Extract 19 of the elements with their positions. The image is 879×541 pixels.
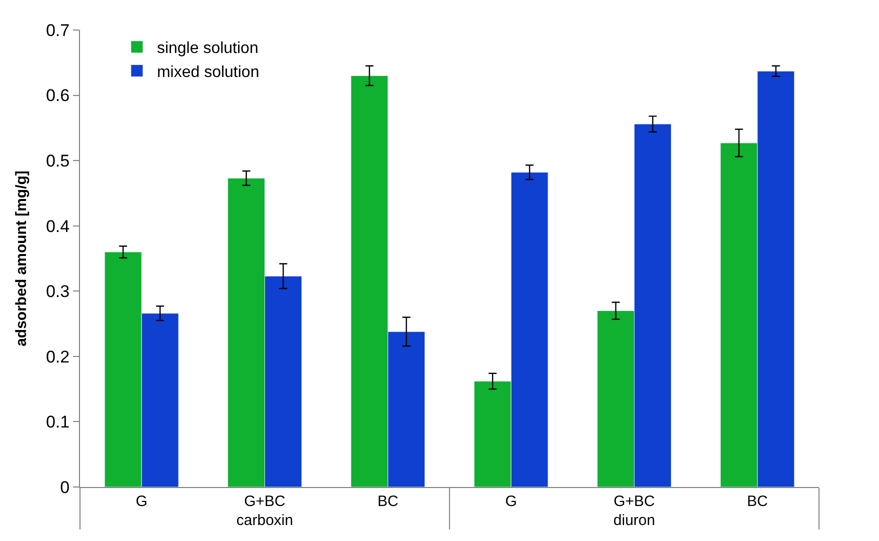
- y-tick-label: 0.5: [46, 152, 70, 171]
- y-tick-label: 0.4: [46, 216, 70, 236]
- x-tick-label: BC: [378, 493, 399, 510]
- y-tick-label: 0.6: [46, 86, 70, 106]
- y-tick-label: 0.1: [46, 412, 70, 432]
- legend-label: mixed solution: [156, 64, 260, 81]
- y-axis-title: adsorbed amount [mg/g]: [13, 170, 30, 346]
- text: diuron: [613, 512, 656, 529]
- y-tick-label: 0.2: [46, 347, 70, 366]
- y-tick-label: 0: [60, 478, 70, 497]
- x-tick-label: BC: [747, 493, 768, 510]
- x-tick-label: G: [136, 493, 148, 510]
- x-tick-label: G+BC: [614, 493, 656, 510]
- y-tick-label: 0.3: [46, 282, 70, 302]
- y-tick-label: 0.7: [46, 20, 70, 40]
- legend-label: single solution: [156, 40, 258, 58]
- x-tick-label: G: [505, 493, 517, 510]
- text: carboxin: [236, 512, 294, 529]
- x-tick-label: G+BC: [244, 493, 286, 510]
